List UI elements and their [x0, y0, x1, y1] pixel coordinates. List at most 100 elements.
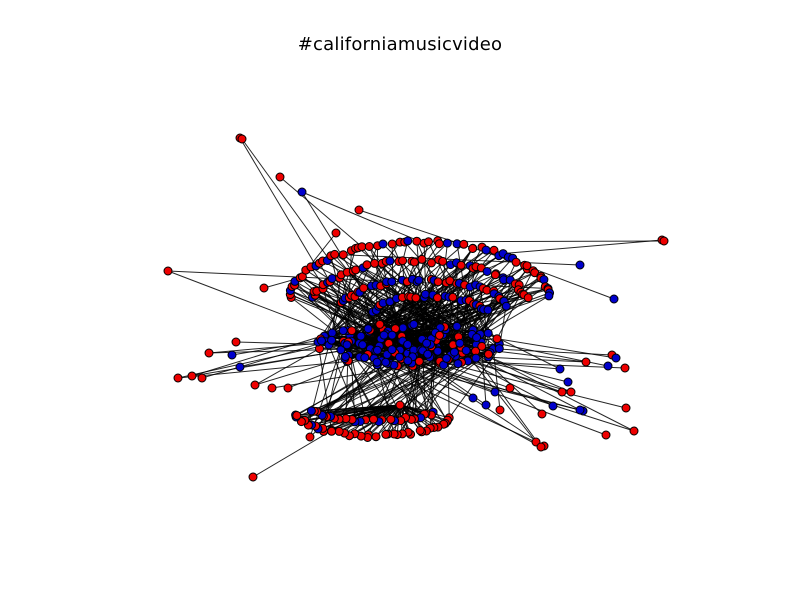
graph-edge	[241, 138, 402, 360]
graph-edge	[311, 404, 401, 412]
graph-edge	[496, 338, 617, 359]
graph-edge	[331, 248, 357, 334]
graph-node-red	[197, 373, 207, 383]
graph-node-blue	[501, 301, 511, 311]
graph-node-blue	[452, 321, 462, 331]
graph-node-red	[330, 249, 340, 259]
graph-node-red	[364, 242, 374, 251]
graph-node-blue	[358, 340, 368, 350]
graph-node-red	[357, 242, 367, 252]
graph-node-blue	[338, 326, 348, 336]
graph-node-red	[381, 429, 391, 439]
graph-node-blue	[340, 352, 350, 361]
graph-node-red	[237, 134, 247, 144]
graph-node-red	[398, 256, 408, 266]
graph-node-red	[347, 326, 357, 336]
graph-node-red	[354, 205, 364, 215]
graph-node-blue	[603, 361, 613, 371]
graph-node-blue	[483, 305, 493, 315]
graph-node-blue	[555, 364, 565, 374]
graph-edge	[343, 283, 457, 342]
graph-node-blue	[422, 338, 432, 348]
graph-edge	[321, 261, 400, 342]
graph-edge	[479, 286, 491, 353]
graph-node-red	[187, 371, 197, 381]
graph-node-red	[369, 414, 378, 424]
graph-node-blue	[490, 387, 500, 397]
graph-node-blue	[327, 274, 337, 283]
graph-node-blue	[360, 353, 370, 363]
graph-node-red	[522, 261, 532, 271]
graph-node-red	[250, 380, 260, 390]
graph-node-red	[456, 260, 466, 270]
graph-node-blue	[433, 346, 443, 356]
graph-node-red	[459, 239, 469, 249]
graph-node-blue	[336, 345, 346, 355]
graph-node-blue	[403, 236, 413, 246]
graph-node-red	[468, 244, 478, 253]
graph-node-red	[387, 239, 397, 249]
graph-edge	[177, 361, 348, 379]
graph-edge	[399, 356, 607, 436]
graph-node-red	[537, 409, 547, 419]
graph-edge	[201, 341, 326, 379]
graph-node-red	[362, 260, 372, 270]
graph-node-red	[523, 293, 533, 303]
graph-node-blue	[327, 335, 337, 345]
graph-node-red	[621, 403, 631, 413]
graph-node-blue	[548, 401, 558, 411]
graph-edge	[481, 290, 495, 347]
graph-node-red	[495, 405, 505, 415]
graph-node-red	[415, 426, 425, 435]
graph-node-blue	[306, 406, 316, 416]
graph-node-red	[334, 426, 344, 436]
graph-node-blue	[423, 349, 433, 359]
graph-node-red	[204, 348, 214, 358]
graph-node-blue	[395, 352, 404, 362]
graph-edge	[385, 361, 581, 411]
graph-node-red	[412, 236, 422, 246]
graph-node-blue	[378, 239, 388, 249]
graph-node-blue	[563, 377, 573, 387]
graph-node-red	[620, 363, 630, 373]
graph-node-blue	[482, 267, 492, 276]
graph-edge	[239, 137, 317, 267]
graph-node-blue	[575, 260, 585, 270]
graph-node-red	[331, 228, 341, 238]
node-layer	[163, 133, 669, 482]
graph-node-blue	[609, 294, 619, 304]
graph-node-blue	[356, 331, 366, 341]
graph-node-red	[426, 258, 436, 268]
graph-edge	[475, 357, 542, 448]
graph-node-red	[629, 426, 639, 436]
graph-node-blue	[449, 347, 459, 357]
graph-node-red	[536, 442, 546, 452]
graph-edge	[323, 358, 375, 417]
graph-node-red	[433, 293, 442, 303]
graph-node-red	[259, 283, 269, 293]
graph-node-blue	[381, 357, 391, 367]
graph-node-blue	[317, 336, 326, 346]
graph-edge	[309, 340, 344, 438]
graph-edge	[413, 323, 482, 347]
graph-node-red	[267, 383, 277, 393]
graph-edge	[254, 348, 320, 386]
graph-node-blue	[379, 330, 389, 340]
graph-node-red	[305, 432, 315, 442]
graph-node-red	[409, 257, 419, 267]
graph-node-blue	[468, 393, 478, 403]
graph-edge	[503, 239, 663, 255]
graph-node-red	[386, 414, 396, 424]
graph-node-blue	[575, 405, 585, 415]
graph-node-red	[434, 239, 444, 249]
graph-node-red	[327, 426, 337, 436]
graph-edge	[382, 281, 439, 330]
edge-layer	[167, 137, 665, 478]
graph-edge	[301, 191, 425, 244]
graph-node-red	[371, 432, 381, 442]
graph-edge	[492, 348, 501, 411]
graph-edge	[279, 176, 363, 248]
graph-node-blue	[403, 356, 413, 366]
